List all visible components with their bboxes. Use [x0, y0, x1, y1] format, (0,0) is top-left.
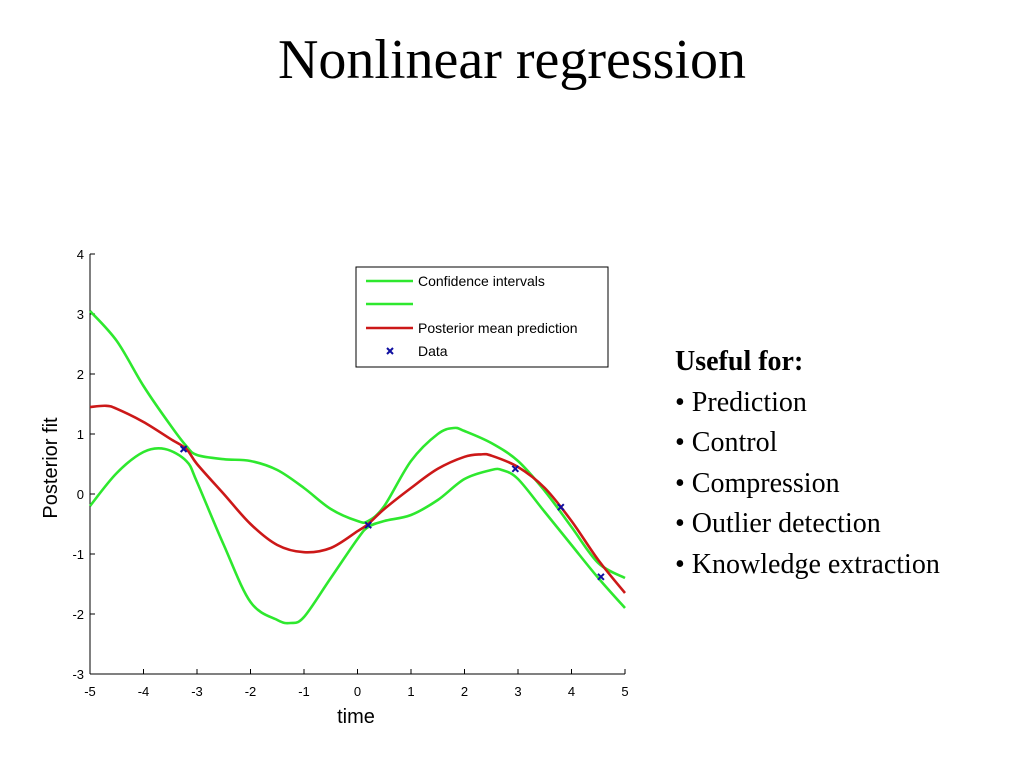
- data-point-marker: [179, 445, 188, 453]
- x-tick-label: 2: [461, 684, 468, 699]
- slide-title: Nonlinear regression: [277, 29, 747, 91]
- use-case-item: • Compression: [675, 467, 840, 499]
- y-tick-label: -2: [72, 607, 84, 622]
- y-axis-label: Posterior fit: [40, 417, 62, 519]
- x-tick-label: -3: [191, 684, 203, 699]
- use-cases-heading: Useful for:: [675, 346, 804, 377]
- confidence-upper-curve: [89, 310, 626, 580]
- y-tick-label: 3: [77, 307, 84, 322]
- legend-box: [355, 266, 609, 368]
- data-point-stroke: [557, 503, 565, 511]
- chart-legend: Confidence intervals Posterior mean predi…: [355, 266, 609, 368]
- y-tick-label: 0: [77, 487, 84, 502]
- data-point-stroke: [364, 521, 372, 529]
- data-point-stroke: [511, 465, 520, 473]
- data-point-marker: [511, 465, 520, 473]
- x-tick-label: 0: [354, 684, 361, 699]
- posterior-mean-curve: [89, 404, 627, 594]
- x-tick-label: 3: [514, 684, 521, 699]
- y-tick-label: 1: [77, 427, 84, 442]
- legend-label: Posterior mean prediction: [418, 320, 578, 336]
- data-point-marker: [597, 573, 605, 581]
- use-case-item: • Outlier detection: [675, 508, 881, 539]
- use-case-item: • Prediction: [675, 386, 807, 418]
- x-tick-label: -1: [298, 684, 310, 699]
- y-tick-label: -3: [72, 667, 84, 682]
- data-point-marker: [364, 521, 372, 529]
- x-tick-label: 4: [568, 684, 575, 699]
- chart-axes: -5 -4 -3 -2 -1 0 1 2 3 4 5 -3 -2 -1 0 1 2 3 4: [72, 247, 628, 699]
- regression-chart: -5 -4 -3 -2 -1 0 1 2 3 4 5 -3 -2 -1 0 1 2 3 4 Confidence i…: [40, 247, 629, 728]
- legend-label: Data: [418, 343, 448, 359]
- x-tick-label: -5: [84, 684, 96, 699]
- x-tick-label: 5: [621, 684, 628, 699]
- y-tick-label: 4: [77, 247, 84, 262]
- legend-swatch-marker: [386, 347, 394, 355]
- data-point-marker: [557, 503, 565, 511]
- use-case-item: • Knowledge extraction: [675, 548, 940, 580]
- x-tick-label: -4: [138, 684, 150, 699]
- x-tick-label: -2: [245, 684, 257, 699]
- legend-label: Confidence intervals: [418, 273, 545, 289]
- y-tick-label: 2: [77, 367, 84, 382]
- chart-data-points: [179, 445, 605, 581]
- use-case-item: • Control: [675, 427, 778, 458]
- confidence-lower-curve: [88, 446, 626, 625]
- x-axis-label: time: [337, 706, 375, 728]
- use-cases-panel: Useful for: • Prediction • Control • Com…: [675, 342, 940, 585]
- y-tick-label: -1: [72, 547, 84, 562]
- x-tick-label: 1: [407, 684, 414, 699]
- data-point-stroke: [179, 445, 188, 453]
- data-point-stroke: [597, 573, 605, 581]
